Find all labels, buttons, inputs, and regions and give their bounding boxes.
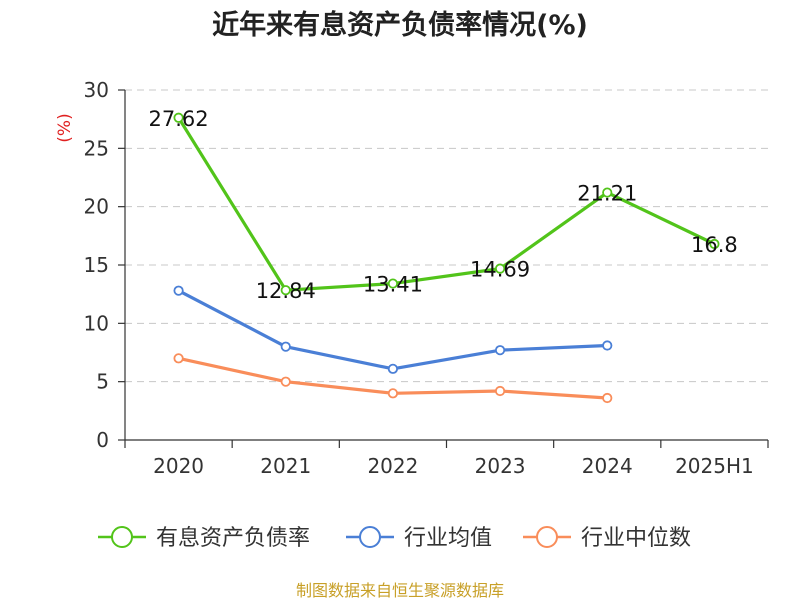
data-point: [387, 388, 399, 399]
data-point: [387, 278, 399, 289]
x-tick-label: 2021: [260, 454, 311, 478]
data-point: [173, 285, 184, 296]
x-tick-label: 2022: [367, 454, 418, 478]
x-tick-label: 2023: [475, 454, 526, 478]
data-label: 12.84: [256, 279, 316, 303]
legend-swatch-marker: [111, 526, 133, 548]
source-note: 制图数据来自恒生聚源数据库: [296, 581, 504, 600]
chart-title: 近年来有息资产负债率情况(%): [212, 9, 588, 41]
y-tick-label: 25: [84, 136, 109, 160]
data-point: [494, 345, 506, 356]
data-label: 13.41: [363, 273, 423, 297]
data-point: [602, 392, 613, 404]
y-tick-label: 5: [96, 370, 109, 394]
legend-item-label: 行业均值: [404, 526, 492, 551]
data-point: [280, 341, 291, 352]
series-line: [177, 289, 608, 371]
data-point: [602, 187, 613, 198]
x-tick-label: 2025H1: [675, 454, 754, 478]
data-point: [709, 238, 720, 250]
y-tick-label: 15: [84, 253, 109, 277]
legend-swatch-marker: [359, 526, 381, 548]
y-tick-label: 30: [84, 78, 109, 102]
series-line: [177, 116, 716, 292]
grid: [125, 89, 768, 383]
x-tick-label: 2024: [582, 454, 633, 478]
data-point: [280, 376, 291, 387]
data-label: 16.8: [691, 233, 738, 257]
axes: 0 5 10 15 20 25 30 2020 2021 2022 2023 2024 2025H1: [84, 78, 769, 478]
data-label: 21.21: [577, 182, 637, 206]
y-tick-label: 0: [96, 428, 109, 452]
data-label: 14.69: [470, 258, 530, 282]
data-point: [494, 263, 506, 274]
data-point: [173, 353, 184, 364]
data-point: [387, 363, 399, 374]
legend-swatch-marker: [536, 526, 558, 548]
legend-item-label: 有息资产负债率: [156, 526, 310, 551]
data-label: 27.62: [149, 107, 209, 131]
y-axis-label: (%): [55, 113, 75, 142]
y-tick-label: 10: [84, 311, 109, 335]
data-labels: 27.62 12.84 13.41 14.69 21.21 16.8: [149, 107, 738, 303]
legend[interactable]: 有息资产负债率 行业均值 行业中位数: [98, 526, 691, 551]
data-point: [280, 285, 291, 296]
data-point: [602, 340, 613, 351]
y-tick-label: 20: [84, 195, 109, 219]
data-point: [494, 385, 506, 397]
x-tick-label: 2020: [153, 454, 204, 478]
series: [173, 112, 720, 404]
legend-item-label: 行业中位数: [581, 526, 691, 551]
data-point: [173, 112, 184, 123]
